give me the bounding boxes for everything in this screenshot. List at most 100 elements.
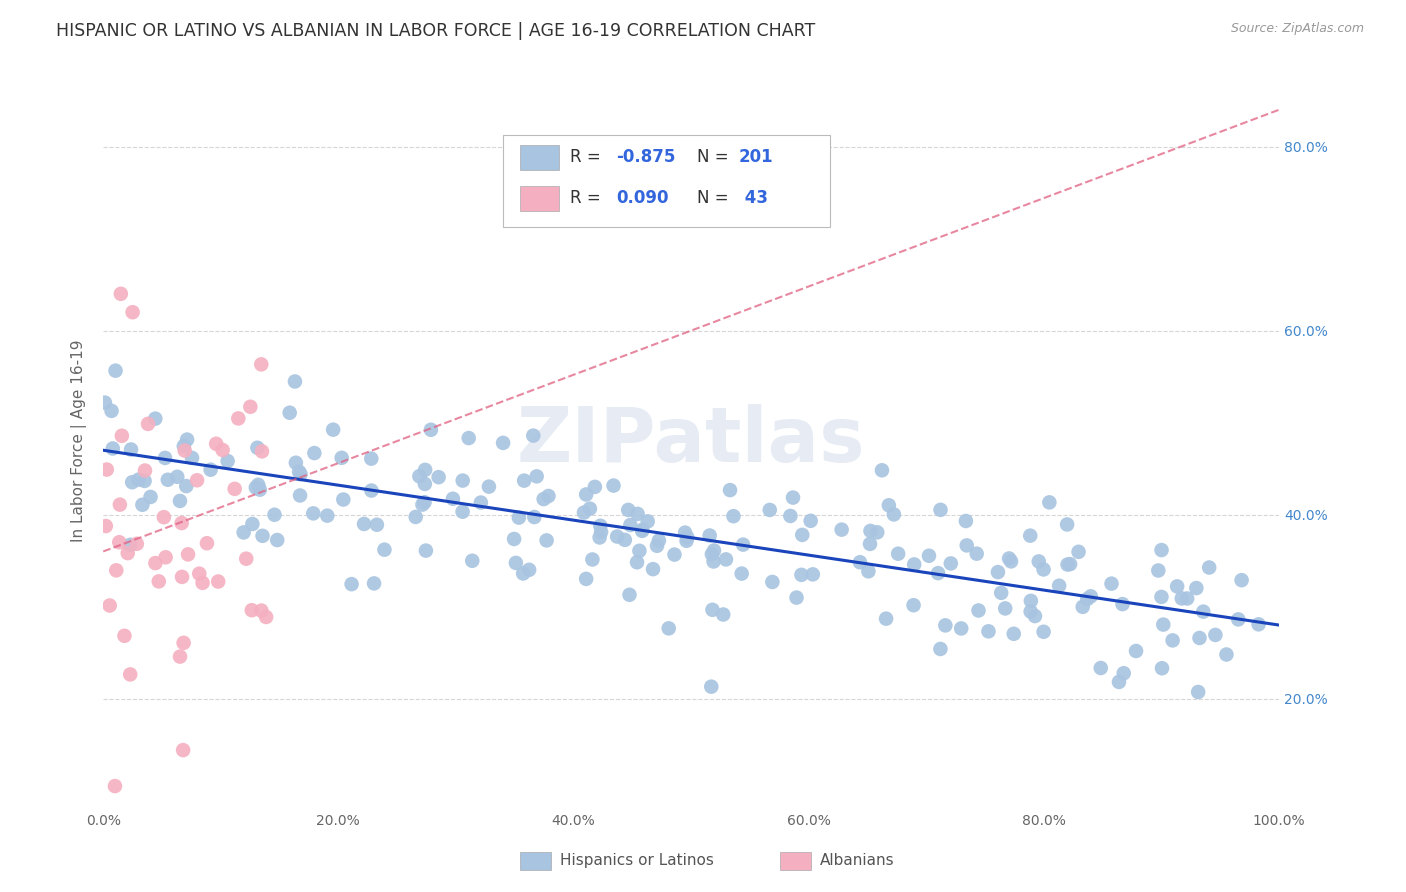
Point: [111, 429, 134, 443]
Point: [226, 411, 249, 425]
Point: [526, 469, 548, 483]
Point: [1227, 612, 1250, 626]
Point: [673, 525, 696, 540]
Point: [617, 503, 640, 517]
Point: [967, 603, 990, 617]
Text: ZIPatlas: ZIPatlas: [517, 404, 866, 478]
Point: [245, 481, 267, 495]
Point: [232, 525, 254, 540]
Point: [1090, 661, 1112, 675]
Point: [104, 779, 127, 793]
Point: [170, 570, 193, 584]
Point: [645, 539, 668, 553]
Point: [849, 555, 872, 569]
Point: [575, 572, 598, 586]
Point: [128, 473, 150, 487]
Point: [247, 478, 270, 492]
Point: [1019, 529, 1042, 543]
Point: [478, 480, 501, 494]
Point: [994, 601, 1017, 615]
Point: [252, 529, 274, 543]
Point: [508, 510, 530, 524]
Point: [1000, 554, 1022, 568]
Point: [195, 536, 218, 550]
Point: [169, 649, 191, 664]
Point: [120, 442, 142, 457]
Point: [143, 411, 166, 425]
Point: [136, 417, 159, 431]
Point: [1150, 543, 1173, 558]
Point: [302, 507, 325, 521]
Point: [120, 667, 142, 681]
Point: [94, 395, 117, 409]
Point: [703, 543, 725, 558]
Point: [290, 467, 312, 482]
Point: [470, 495, 492, 509]
Point: [1111, 597, 1133, 611]
Point: [523, 510, 546, 524]
Point: [110, 286, 132, 301]
Point: [977, 624, 1000, 639]
Point: [457, 431, 479, 445]
Point: [131, 498, 153, 512]
Point: [731, 566, 754, 581]
Point: [572, 506, 595, 520]
Point: [801, 567, 824, 582]
Point: [1166, 579, 1188, 593]
Point: [831, 523, 853, 537]
Point: [858, 565, 880, 579]
Point: [173, 443, 195, 458]
Point: [1038, 495, 1060, 509]
Point: [939, 557, 962, 571]
Y-axis label: In Labor Force | Age 16-19: In Labor Force | Age 16-19: [72, 340, 87, 542]
Point: [451, 474, 474, 488]
Point: [1028, 554, 1050, 568]
Point: [1188, 631, 1211, 645]
Point: [929, 503, 952, 517]
Point: [1112, 666, 1135, 681]
Point: [427, 470, 450, 484]
Point: [288, 488, 311, 502]
Text: N =: N =: [696, 189, 734, 207]
Point: [1101, 576, 1123, 591]
Point: [990, 586, 1012, 600]
Point: [583, 480, 606, 494]
Point: [711, 607, 734, 622]
Point: [172, 743, 194, 757]
Point: [792, 528, 814, 542]
Point: [120, 538, 142, 552]
Point: [169, 494, 191, 508]
Point: [733, 538, 755, 552]
Text: 43: 43: [740, 189, 768, 207]
Point: [1076, 592, 1098, 607]
Point: [512, 566, 534, 581]
Point: [177, 547, 200, 561]
Point: [581, 552, 603, 566]
Point: [513, 474, 536, 488]
Point: [675, 533, 697, 548]
Point: [1215, 648, 1237, 662]
Point: [114, 629, 136, 643]
Point: [94, 519, 117, 533]
Point: [628, 543, 651, 558]
Point: [950, 622, 973, 636]
Point: [188, 566, 211, 581]
Point: [181, 450, 204, 465]
Point: [176, 433, 198, 447]
Point: [239, 400, 262, 414]
Point: [330, 450, 353, 465]
Point: [1125, 644, 1147, 658]
Point: [98, 599, 121, 613]
Point: [1056, 558, 1078, 572]
Point: [408, 469, 430, 483]
Point: [790, 567, 813, 582]
Text: 201: 201: [740, 148, 773, 166]
Point: [134, 474, 156, 488]
Point: [875, 612, 897, 626]
Point: [1019, 605, 1042, 619]
Point: [451, 505, 474, 519]
Point: [134, 463, 156, 477]
Point: [173, 439, 195, 453]
Point: [883, 508, 905, 522]
Point: [166, 470, 188, 484]
